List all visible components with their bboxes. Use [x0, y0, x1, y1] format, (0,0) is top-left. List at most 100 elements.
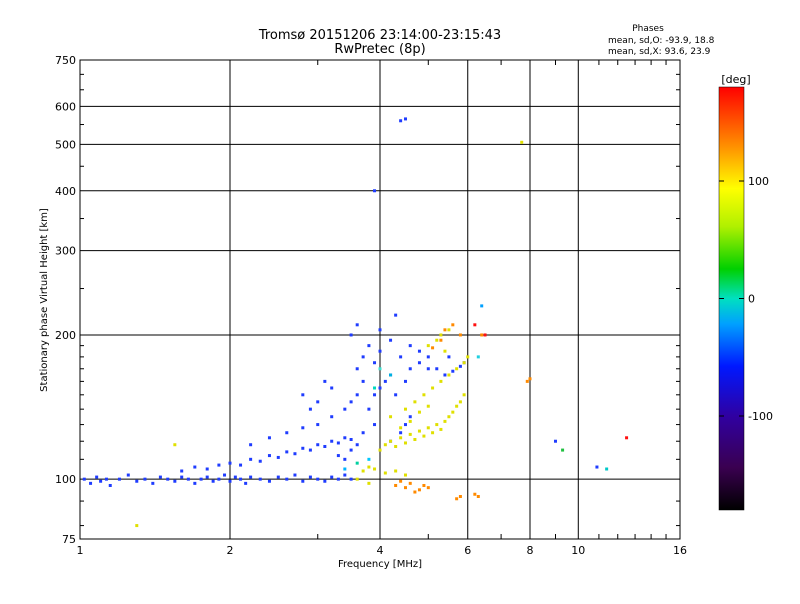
- data-point: [595, 465, 599, 469]
- plot-area-frame: [79, 59, 681, 540]
- data-point: [349, 333, 353, 337]
- data-point: [316, 477, 320, 481]
- data-point: [447, 328, 451, 332]
- chart-title: Tromsø 20151206 23:14:00-23:15:43: [258, 28, 501, 43]
- data-point: [355, 323, 359, 327]
- data-point: [199, 477, 203, 481]
- y-tick-label: 600: [55, 100, 76, 113]
- data-point: [301, 426, 305, 430]
- data-point: [355, 477, 359, 481]
- data-point: [244, 481, 248, 485]
- data-point: [466, 355, 470, 359]
- data-point: [367, 457, 371, 461]
- data-point: [403, 379, 407, 383]
- data-point: [378, 386, 382, 390]
- data-point: [462, 393, 466, 397]
- data-point: [399, 426, 403, 430]
- data-point: [355, 461, 359, 465]
- data-point: [394, 469, 398, 473]
- data-point: [367, 407, 371, 411]
- x-tick-label: 6: [464, 544, 471, 557]
- phases-title: Phases: [632, 24, 664, 34]
- data-point: [399, 119, 403, 123]
- data-point: [258, 477, 262, 481]
- data-point: [89, 481, 93, 485]
- data-point: [435, 338, 439, 342]
- data-point: [378, 349, 382, 353]
- data-point: [408, 432, 412, 436]
- data-point: [367, 481, 371, 485]
- data-point: [223, 473, 227, 477]
- data-point: [276, 475, 280, 479]
- data-point: [301, 393, 305, 397]
- data-point: [316, 400, 320, 404]
- data-point: [408, 481, 412, 485]
- data-point: [336, 454, 340, 458]
- data-point: [180, 475, 184, 479]
- data-point: [403, 423, 407, 427]
- data-point: [316, 423, 320, 427]
- phases-x-mode: mean, sd,X: 93.6, 23.9: [608, 47, 711, 57]
- y-tick-label: 400: [55, 185, 76, 198]
- data-point: [173, 443, 177, 447]
- colorbar-unit-label: [deg]: [721, 73, 750, 86]
- data-point: [293, 473, 297, 477]
- data-point: [426, 486, 430, 490]
- data-point: [308, 448, 312, 452]
- data-point: [625, 436, 629, 440]
- data-point: [193, 481, 197, 485]
- data-point: [373, 467, 377, 471]
- y-tick-label: 200: [55, 329, 76, 342]
- data-point: [180, 469, 184, 473]
- data-point: [413, 490, 417, 494]
- data-point: [217, 477, 221, 481]
- data-point: [373, 423, 377, 427]
- data-point: [399, 355, 403, 359]
- data-point: [447, 373, 451, 377]
- data-point: [408, 344, 412, 348]
- data-point: [417, 410, 421, 414]
- data-point: [480, 304, 484, 308]
- data-point: [417, 488, 421, 492]
- data-point: [483, 333, 487, 337]
- data-point: [473, 492, 477, 496]
- data-point: [378, 328, 382, 332]
- data-point: [426, 355, 430, 359]
- data-point: [330, 415, 334, 419]
- data-point: [217, 463, 221, 467]
- data-point: [166, 477, 170, 481]
- data-point: [378, 448, 382, 452]
- data-point: [249, 443, 253, 447]
- data-point: [451, 369, 455, 373]
- data-point: [343, 473, 347, 477]
- data-point: [431, 431, 435, 435]
- data-point: [443, 328, 447, 332]
- data-point: [330, 386, 334, 390]
- y-tick-label: 750: [55, 54, 76, 67]
- data-point: [193, 465, 197, 469]
- x-tick-label: 8: [527, 544, 534, 557]
- data-point: [343, 467, 347, 471]
- data-point: [383, 443, 387, 447]
- data-point: [373, 386, 377, 390]
- data-point: [439, 427, 443, 431]
- data-point: [451, 323, 455, 327]
- x-tick-label: 2: [227, 544, 234, 557]
- data-point: [373, 393, 377, 397]
- data-point: [458, 333, 462, 337]
- data-point: [361, 379, 365, 383]
- data-point: [211, 479, 215, 483]
- data-point: [205, 475, 209, 479]
- data-point: [336, 441, 340, 445]
- data-point: [361, 355, 365, 359]
- y-axis-ticks: 75 100 200 300 400 500 600 750: [55, 54, 76, 546]
- data-point: [343, 407, 347, 411]
- data-point: [426, 404, 430, 408]
- data-point: [108, 483, 112, 487]
- y-tick-label: 500: [55, 138, 76, 151]
- y-tick-label: 100: [55, 473, 76, 486]
- data-point: [233, 475, 237, 479]
- data-point: [422, 434, 426, 438]
- chart-subtitle: RwPretec (8p): [334, 42, 425, 57]
- data-point: [367, 465, 371, 469]
